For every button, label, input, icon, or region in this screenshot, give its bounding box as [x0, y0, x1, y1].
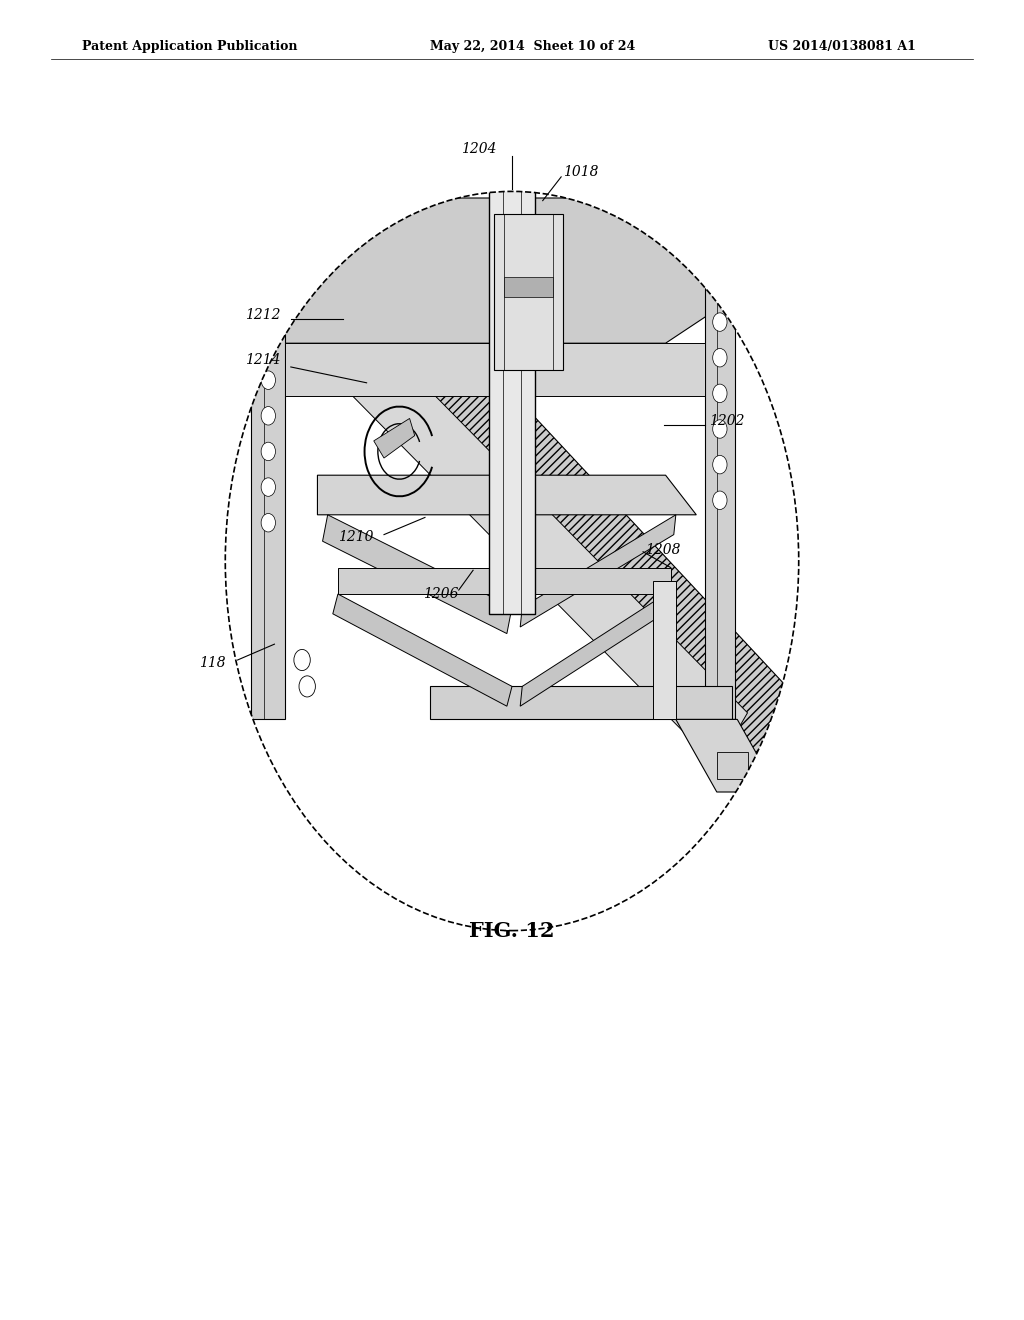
Polygon shape	[374, 418, 415, 458]
Text: 1212: 1212	[245, 309, 281, 322]
Text: 1206: 1206	[423, 587, 458, 601]
Polygon shape	[338, 568, 671, 594]
Circle shape	[261, 300, 275, 318]
Circle shape	[713, 420, 727, 438]
Polygon shape	[653, 581, 676, 719]
Text: 1210: 1210	[338, 531, 374, 544]
Circle shape	[261, 264, 275, 282]
Circle shape	[713, 455, 727, 474]
Circle shape	[261, 371, 275, 389]
Text: 1204: 1204	[461, 143, 497, 156]
Circle shape	[294, 649, 310, 671]
Circle shape	[299, 676, 315, 697]
Polygon shape	[285, 343, 705, 396]
Circle shape	[261, 478, 275, 496]
Text: 1214: 1214	[245, 354, 281, 367]
Polygon shape	[676, 719, 778, 792]
Polygon shape	[236, 224, 748, 766]
Circle shape	[261, 442, 275, 461]
Text: 1202: 1202	[709, 414, 744, 428]
Polygon shape	[504, 277, 553, 297]
Polygon shape	[285, 198, 735, 343]
Polygon shape	[215, 119, 799, 766]
Polygon shape	[520, 515, 676, 627]
Polygon shape	[705, 224, 735, 719]
Text: Patent Application Publication: Patent Application Publication	[82, 40, 297, 53]
Text: FIG. 12: FIG. 12	[469, 920, 555, 941]
Polygon shape	[520, 594, 666, 706]
Circle shape	[225, 191, 799, 931]
Polygon shape	[323, 515, 512, 634]
Text: 1208: 1208	[645, 544, 681, 557]
Circle shape	[713, 384, 727, 403]
Text: 1018: 1018	[563, 165, 599, 178]
Circle shape	[713, 313, 727, 331]
Circle shape	[713, 242, 727, 260]
Polygon shape	[494, 214, 563, 370]
Circle shape	[261, 335, 275, 354]
Circle shape	[713, 277, 727, 296]
Circle shape	[261, 228, 275, 247]
Circle shape	[261, 407, 275, 425]
Polygon shape	[430, 686, 732, 719]
Text: 118: 118	[199, 656, 225, 669]
Circle shape	[713, 491, 727, 510]
Circle shape	[261, 513, 275, 532]
Polygon shape	[489, 125, 535, 614]
Text: May 22, 2014  Sheet 10 of 24: May 22, 2014 Sheet 10 of 24	[430, 40, 635, 53]
Text: US 2014/0138081 A1: US 2014/0138081 A1	[768, 40, 915, 53]
Circle shape	[713, 348, 727, 367]
Polygon shape	[317, 475, 696, 515]
Polygon shape	[251, 205, 285, 719]
Polygon shape	[717, 752, 748, 779]
Polygon shape	[333, 594, 512, 706]
